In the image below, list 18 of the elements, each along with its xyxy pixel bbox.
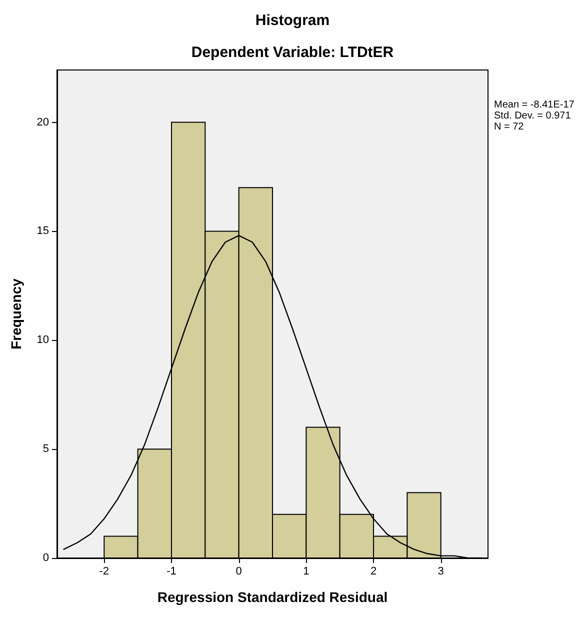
x-tick-label: 2: [370, 566, 377, 578]
x-tick-label: 3: [438, 566, 444, 578]
y-tick-label: 10: [36, 334, 49, 346]
text: Mean = -8.41E-17: [494, 100, 575, 110]
chart-title: Histogram: [255, 12, 330, 29]
y-axis-title: Frequency: [8, 278, 24, 350]
chart-subtitle: Dependent Variable: LTDtER: [191, 44, 394, 61]
y-tick-label: 0: [42, 552, 49, 564]
text: Std. Dev. = 0.971: [494, 110, 572, 122]
y-tick-label: 20: [36, 116, 49, 128]
x-axis-title: Regression Standardized Residual: [157, 589, 388, 605]
y-tick-label: 5: [42, 443, 49, 456]
text: N = 72: [494, 122, 524, 132]
x-tick-label: 1: [303, 566, 310, 578]
x-tick-label: -2: [99, 566, 110, 578]
x-tick-label: 0: [236, 566, 242, 578]
y-tick-label: 15: [36, 225, 49, 238]
x-tick-label: -1: [166, 566, 176, 578]
